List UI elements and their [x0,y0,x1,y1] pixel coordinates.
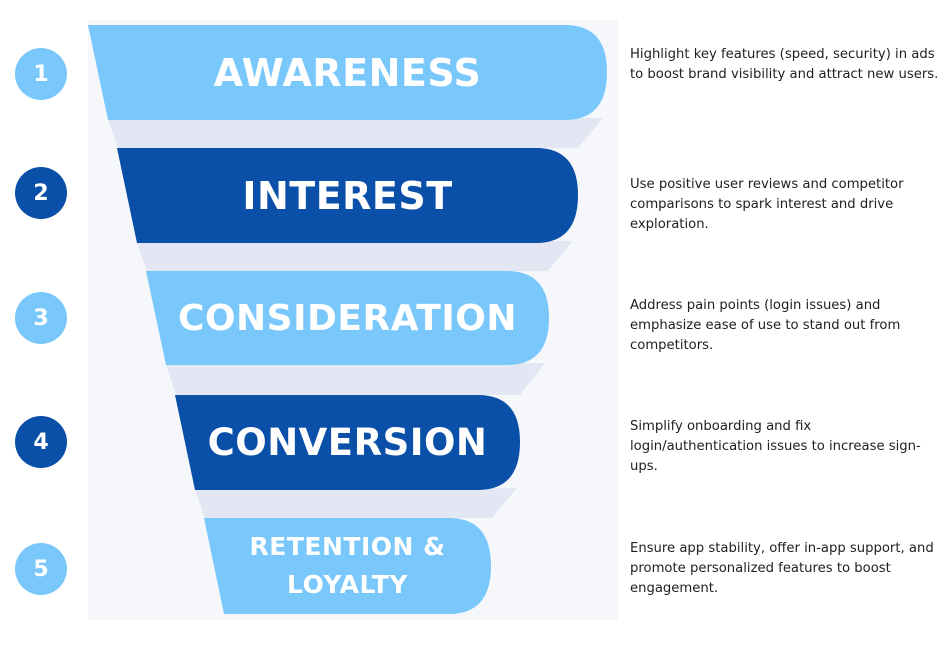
step-number-3: 3 [15,292,67,344]
funnel-band-interest [117,148,578,243]
step-number-5: 5 [15,543,67,595]
stage-title-retention: RETENTION & LOYALTY [204,518,491,614]
funnel-band-awareness [88,25,607,120]
step-number-2: 2 [15,167,67,219]
funnel-connector-4-5 [195,488,517,518]
step-number-4: 4 [15,416,67,468]
stage-title-retention-line2: LOYALTY [287,570,408,599]
funnel-connector-1-2 [108,118,603,148]
funnel-connector-3-4 [166,363,545,395]
stage-title-interest: INTEREST [242,173,453,218]
stage-description-consideration: Address pain points (login issues) and e… [630,298,901,353]
stage-title-consideration: CONSIDERATION [178,297,517,339]
stage-description-interest: Use positive user reviews and competitor… [630,177,904,232]
stage-title-retention-line1: RETENTION & [249,532,446,561]
funnel-connector-2-3 [137,241,573,271]
stage-description-awareness: Highlight key features (speed, security)… [630,47,939,82]
funnel-band-retention [204,518,491,614]
funnel-band-conversion [175,395,520,490]
step-number-1: 1 [15,48,67,100]
stage-title-awareness: AWARENESS [213,50,482,95]
stage-description-retention: Ensure app stability, offer in-app suppo… [630,541,934,596]
stage-title-conversion: CONVERSION [207,421,488,464]
funnel-band-consideration [146,271,549,365]
stage-description-conversion: Simplify onboarding and fix login/authen… [630,419,921,474]
